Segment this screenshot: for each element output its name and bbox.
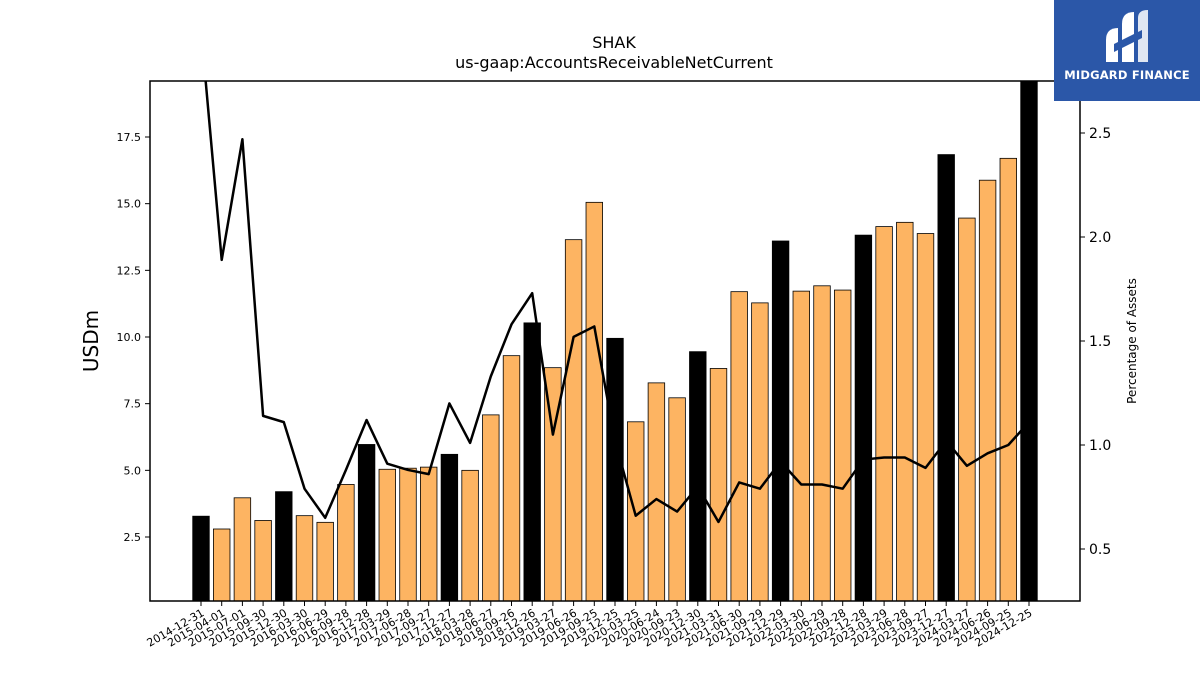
- bar-annual: [523, 322, 541, 601]
- bar-annual: [275, 491, 293, 601]
- bar-annual: [1020, 81, 1038, 601]
- y2-tick-label: 1.0: [1089, 438, 1111, 454]
- bar-quarterly: [295, 515, 314, 601]
- chart-subtitle: us-gaap:AccountsReceivableNetCurrent: [455, 53, 773, 72]
- chart-title: SHAK: [592, 33, 636, 52]
- y2-tick-label: 2.0: [1089, 230, 1111, 246]
- bar-quarterly: [875, 226, 893, 601]
- bar-quarterly: [668, 397, 686, 601]
- bar-quarterly: [544, 367, 562, 601]
- bar-annual: [192, 515, 210, 601]
- y2-tick-label: 1.5: [1089, 334, 1111, 350]
- y-tick-label: 15.0: [117, 198, 142, 211]
- bar-quarterly: [233, 497, 252, 601]
- bar-quarterly: [461, 469, 479, 601]
- bar-quarterly: [378, 468, 396, 601]
- bar-quarterly: [213, 528, 231, 601]
- bar-annual: [854, 234, 873, 601]
- bar-quarterly: [337, 484, 355, 601]
- bar-quarterly: [916, 233, 935, 601]
- y-axis-left: 2.5 5.0 7.5 10.0 12.5 15.0 17.5: [117, 131, 150, 544]
- bar-quarterly: [958, 217, 976, 601]
- bar-quarterly: [647, 382, 666, 601]
- brand-name: MIDGARD FINANCE: [1064, 68, 1190, 82]
- bar-quarterly: [564, 239, 583, 601]
- y-axis-label: USDm: [79, 310, 103, 372]
- x-axis: 2014-12-312015-04-012015-07-012015-09-30…: [145, 601, 1035, 650]
- midgard-logo-icon: [1106, 10, 1148, 62]
- y-tick-label: 7.5: [124, 398, 142, 411]
- bar-quarterly: [751, 302, 769, 601]
- bar-annual: [440, 453, 459, 601]
- bar-quarterly: [585, 201, 603, 601]
- bar-quarterly: [730, 291, 748, 601]
- line-group: [204, 81, 1030, 524]
- bar-quarterly: [254, 520, 272, 601]
- percentage-line: [204, 81, 1030, 524]
- brand-logo: MIDGARD FINANCE: [1054, 0, 1200, 101]
- bar-quarterly: [999, 157, 1017, 601]
- bar-quarterly: [896, 221, 914, 601]
- bar-quarterly: [792, 290, 810, 601]
- bar-quarterly: [834, 289, 852, 601]
- bar-annual: [937, 154, 955, 601]
- y-tick-label: 17.5: [117, 131, 142, 144]
- bar-quarterly: [978, 179, 997, 601]
- bar-group: [192, 81, 1038, 601]
- y2-axis-label: Percentage of Assets: [1125, 278, 1139, 404]
- bar-quarterly: [482, 414, 500, 601]
- bar-annual: [689, 351, 707, 601]
- y-tick-label: 2.5: [124, 531, 142, 544]
- bar-annual: [606, 337, 624, 601]
- bar-quarterly: [420, 466, 438, 601]
- bar-annual: [771, 240, 790, 601]
- y-tick-label: 5.0: [124, 464, 142, 477]
- bar-quarterly: [502, 355, 521, 601]
- y2-tick-label: 0.5: [1089, 542, 1111, 558]
- bar-quarterly: [709, 368, 728, 601]
- bar-quarterly: [399, 467, 417, 601]
- y-tick-label: 10.0: [117, 331, 142, 344]
- bar-quarterly: [813, 285, 831, 601]
- y-axis-right: 0.5 1.0 1.5 2.0 2.5: [1080, 126, 1111, 558]
- y-tick-label: 12.5: [117, 264, 142, 277]
- y2-tick-label: 2.5: [1089, 126, 1111, 142]
- bar-quarterly: [316, 521, 334, 601]
- bar-annual: [357, 444, 376, 601]
